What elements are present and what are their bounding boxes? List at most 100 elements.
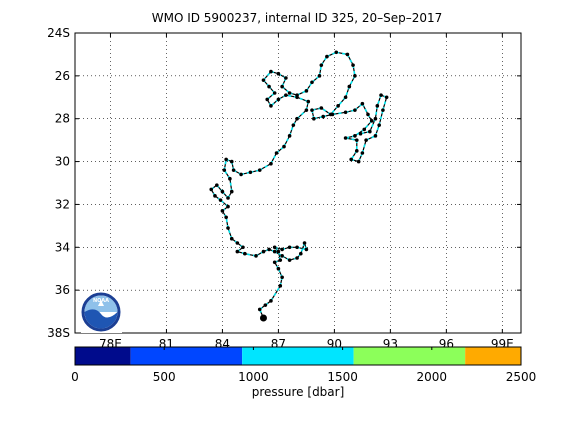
track-point	[343, 95, 348, 100]
track-segment	[378, 109, 384, 126]
track-point	[276, 71, 281, 76]
track-point	[235, 241, 240, 245]
track-point	[336, 104, 340, 108]
colorbar-band	[242, 347, 354, 365]
y-tick-label: 34	[55, 240, 70, 254]
plot-background	[75, 33, 521, 333]
track-point	[373, 116, 378, 121]
track-point	[298, 251, 303, 256]
track-segment	[296, 96, 309, 103]
track-segment	[348, 75, 356, 87]
track-point	[269, 104, 273, 108]
track-point	[280, 254, 284, 258]
track-point	[358, 131, 363, 136]
y-axis-ticks: 24S 26 28 30 32 34 36 38S	[47, 26, 521, 340]
track-point	[284, 93, 288, 97]
track-point	[343, 136, 348, 140]
track-point	[304, 247, 309, 252]
track-point	[364, 138, 368, 142]
track-point	[235, 249, 240, 254]
track-point	[351, 63, 355, 67]
track-point	[248, 170, 253, 175]
pressure-colorbar: 0 500 1000 1500 2000 2500 pressure [dbar]	[71, 346, 536, 399]
track-point	[276, 266, 281, 271]
track-point	[330, 112, 335, 117]
y-tick-label: 36	[55, 283, 70, 297]
track-point	[295, 256, 299, 260]
track-segment	[225, 217, 229, 229]
track-segment	[361, 103, 369, 115]
track-point	[304, 108, 309, 112]
track-point	[360, 151, 365, 155]
track-point	[228, 176, 232, 181]
track-point	[226, 204, 230, 209]
y-tick-label: 26	[55, 69, 70, 83]
track-point	[274, 151, 279, 155]
track-point	[282, 144, 286, 149]
track-point	[226, 196, 230, 200]
track-point	[381, 108, 385, 112]
track-point	[261, 78, 266, 82]
track-point	[272, 249, 277, 254]
track-point	[272, 91, 277, 95]
track-point	[280, 275, 284, 280]
colorbar-border	[74, 346, 522, 366]
track-point	[375, 104, 380, 108]
track-point	[287, 134, 292, 138]
track-point	[373, 134, 378, 138]
colorbar-tick-label: 0	[71, 370, 79, 384]
track-point	[267, 247, 271, 252]
track-segment	[259, 163, 272, 171]
colorbar-tick-label: 1000	[238, 370, 269, 384]
track-point	[369, 119, 374, 123]
track-point	[267, 84, 271, 89]
track-point	[334, 50, 339, 55]
track-point	[280, 247, 284, 252]
track-point	[310, 108, 314, 112]
track-point	[317, 74, 322, 78]
track-point	[229, 159, 234, 164]
track-point	[215, 183, 219, 187]
track-segment	[262, 71, 272, 81]
colorbar-tick-label: 2000	[417, 370, 448, 384]
colorbar-band	[353, 347, 466, 365]
colorbar-band	[130, 347, 243, 365]
logo-text: NOAA	[93, 298, 109, 304]
track-segment	[361, 139, 367, 154]
track-point	[353, 74, 357, 78]
colorbar-band	[75, 347, 131, 365]
track-point	[353, 134, 357, 138]
track-point	[213, 194, 217, 198]
track-point	[319, 106, 324, 110]
y-tick-label: 30	[55, 155, 70, 169]
track-point	[278, 284, 283, 288]
track-segment	[374, 105, 379, 119]
track-point	[239, 172, 243, 177]
track-point	[312, 116, 316, 121]
track-point	[280, 84, 284, 89]
track-segment	[270, 152, 278, 165]
track-point	[287, 258, 292, 262]
track-point	[229, 189, 234, 194]
track-point	[257, 307, 262, 312]
track-point	[222, 168, 227, 172]
track-segment	[283, 135, 291, 147]
track-point	[354, 149, 359, 153]
track-segment	[285, 94, 298, 99]
track-point	[353, 108, 357, 112]
track-point	[349, 157, 353, 162]
track-segment	[346, 54, 354, 66]
track-segment	[352, 65, 356, 76]
colorbar-ticks: 0 500 1000 1500 2000 2500	[71, 347, 536, 384]
track-point	[254, 254, 258, 258]
track-point	[284, 76, 288, 80]
track-point	[291, 123, 296, 127]
track-point	[241, 245, 245, 250]
track-point	[325, 54, 329, 59]
track-point	[220, 189, 225, 194]
track-point	[354, 138, 359, 142]
track-point	[224, 157, 228, 162]
track-point	[295, 93, 299, 97]
y-tick-label: 32	[55, 197, 70, 211]
